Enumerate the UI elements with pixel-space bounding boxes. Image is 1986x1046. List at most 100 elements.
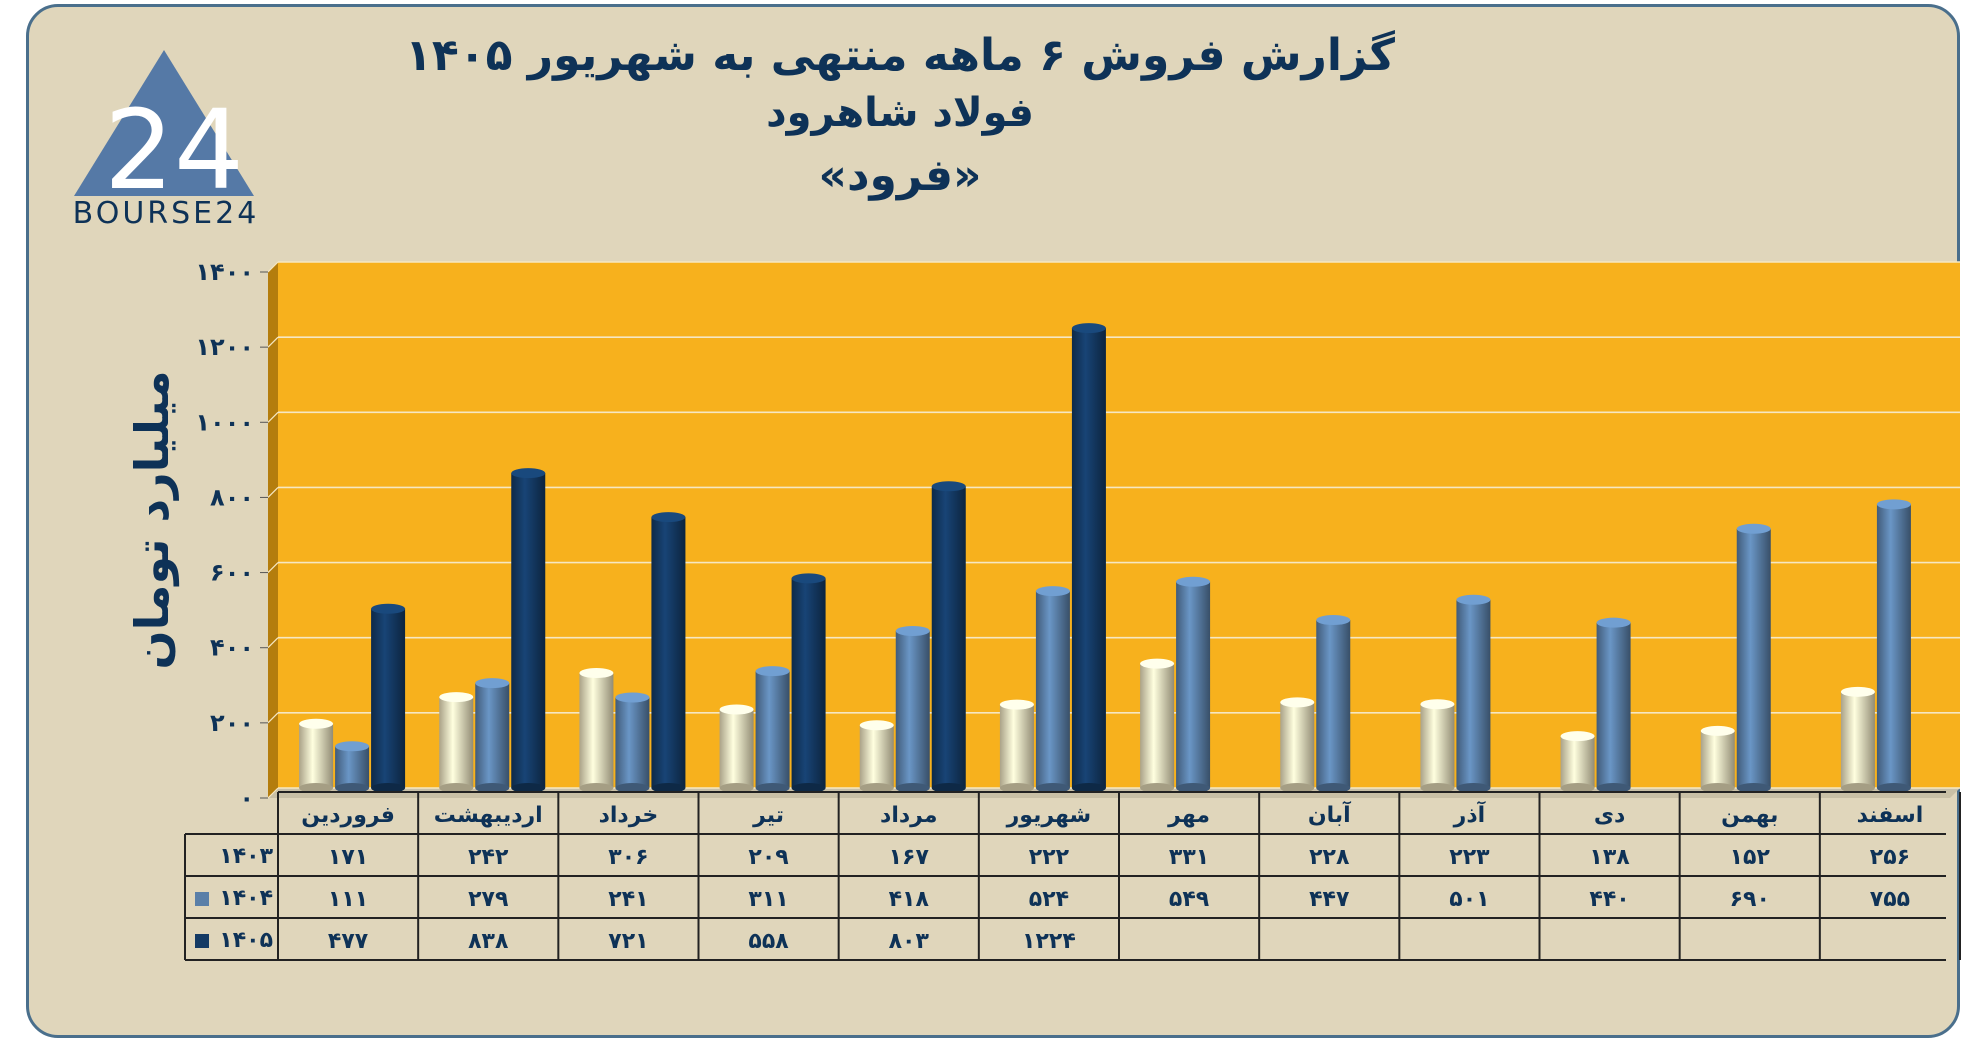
logo-triangle xyxy=(74,50,254,196)
bar-cap xyxy=(1560,731,1595,742)
bar xyxy=(615,692,650,793)
bar-cap xyxy=(1140,658,1175,669)
bar-cap xyxy=(1420,699,1455,710)
bar xyxy=(859,720,894,793)
bar-body xyxy=(755,671,790,788)
bar-cap xyxy=(859,720,894,731)
bar-body xyxy=(615,697,650,788)
bar-cap xyxy=(651,512,686,523)
bar-body xyxy=(1876,504,1911,788)
bar xyxy=(719,704,754,793)
gridline-side xyxy=(267,411,279,423)
bar-base xyxy=(999,783,1034,793)
plot-area xyxy=(278,262,1960,788)
bar-base xyxy=(579,783,614,793)
bar-base xyxy=(651,783,686,793)
bar-base xyxy=(1840,783,1875,793)
bar-body xyxy=(299,723,334,788)
bar-body xyxy=(1280,702,1315,788)
data-label: ۷۵۵ xyxy=(1870,887,1910,912)
bar-body xyxy=(1700,730,1735,788)
bar xyxy=(1140,658,1175,793)
bar-body xyxy=(999,704,1034,788)
bar-cap xyxy=(1280,697,1315,708)
bar-base xyxy=(895,783,930,793)
bar-cap xyxy=(1700,725,1735,736)
plot-side-wall xyxy=(268,262,278,798)
data-label: ۲۵۶ xyxy=(1870,845,1910,870)
y-tick-label: ۱۴۰۰ xyxy=(195,258,254,286)
gridline-side xyxy=(267,261,279,273)
x-category-label: تیر xyxy=(752,803,784,828)
bar-base xyxy=(615,783,650,793)
data-label: ۴۴۷ xyxy=(1309,887,1350,912)
gridline-side xyxy=(267,336,279,348)
bar-cap xyxy=(615,692,650,703)
gridline-side xyxy=(267,637,279,649)
x-category-label: بهمن xyxy=(1721,803,1778,828)
chart-title: گزارش فروش ۶ ماهه منتهی به شهریور ۱۴۰۵ xyxy=(405,30,1395,81)
x-category-label: اردیبهشت xyxy=(434,803,543,828)
bar-cap xyxy=(439,692,474,703)
bar-base xyxy=(335,783,370,793)
bar-cap xyxy=(371,603,406,614)
bar xyxy=(475,678,510,793)
bar-body xyxy=(1596,622,1631,788)
bar-cap xyxy=(1035,586,1070,597)
bar-body xyxy=(371,608,406,788)
bar-base xyxy=(719,783,754,793)
bar-body xyxy=(719,709,754,788)
bar xyxy=(931,481,966,793)
y-tick-label: ۱۲۰۰ xyxy=(195,333,254,361)
data-label: ۸۳۸ xyxy=(468,929,509,954)
data-label: ۵۵۸ xyxy=(748,929,789,954)
bar-base xyxy=(1420,783,1455,793)
bar xyxy=(1071,323,1106,793)
data-label: ۱۷۱ xyxy=(328,845,368,870)
bar-cap xyxy=(579,668,614,679)
y-tick-label: ۴۰۰ xyxy=(210,634,254,662)
bar-body xyxy=(791,578,826,788)
data-label: ۷۲۱ xyxy=(608,929,648,954)
bar-base xyxy=(1035,783,1070,793)
bar xyxy=(511,468,546,793)
data-label: ۲۷۹ xyxy=(468,887,508,912)
data-label: ۲۴۲ xyxy=(468,845,509,870)
bar-body xyxy=(1560,736,1595,788)
data-label: ۲۲۳ xyxy=(1449,845,1490,870)
data-label: ۵۴۹ xyxy=(1169,887,1209,912)
data-label: ۱۱۱ xyxy=(328,887,368,912)
bar-cap xyxy=(299,718,334,729)
bar xyxy=(1176,576,1211,793)
bar xyxy=(1596,617,1631,793)
x-category-label: مهر xyxy=(1167,803,1210,828)
x-category-label: آذر xyxy=(1453,800,1486,828)
bar-cap xyxy=(335,741,370,752)
data-label: ۵۲۴ xyxy=(1029,887,1069,912)
legend-key-swatch xyxy=(195,892,209,906)
x-category-label: فروردین xyxy=(301,803,395,828)
bar xyxy=(1456,594,1491,793)
x-category-label: اسفند xyxy=(1857,803,1924,828)
bar-body xyxy=(895,630,930,788)
bar xyxy=(371,603,406,793)
bar-body xyxy=(1420,704,1455,788)
bar-body xyxy=(475,683,510,788)
bar-base xyxy=(1736,783,1771,793)
bar xyxy=(1420,699,1455,793)
bar-base xyxy=(511,783,546,793)
bar xyxy=(1316,615,1351,793)
gridline-side xyxy=(267,787,279,799)
bar-cap xyxy=(1736,523,1771,534)
bar-base xyxy=(1280,783,1315,793)
bar-body xyxy=(439,697,474,788)
bar-body xyxy=(1736,528,1771,788)
x-category-label: آبان xyxy=(1308,800,1351,828)
bar-cap xyxy=(895,625,930,636)
data-label: ۳۳۱ xyxy=(1169,845,1209,870)
bar-body xyxy=(335,746,370,788)
gridline-side xyxy=(267,562,279,573)
bar-base xyxy=(1596,783,1631,793)
data-label: ۳۰۶ xyxy=(608,845,648,870)
x-category-label: خرداد xyxy=(599,803,659,828)
